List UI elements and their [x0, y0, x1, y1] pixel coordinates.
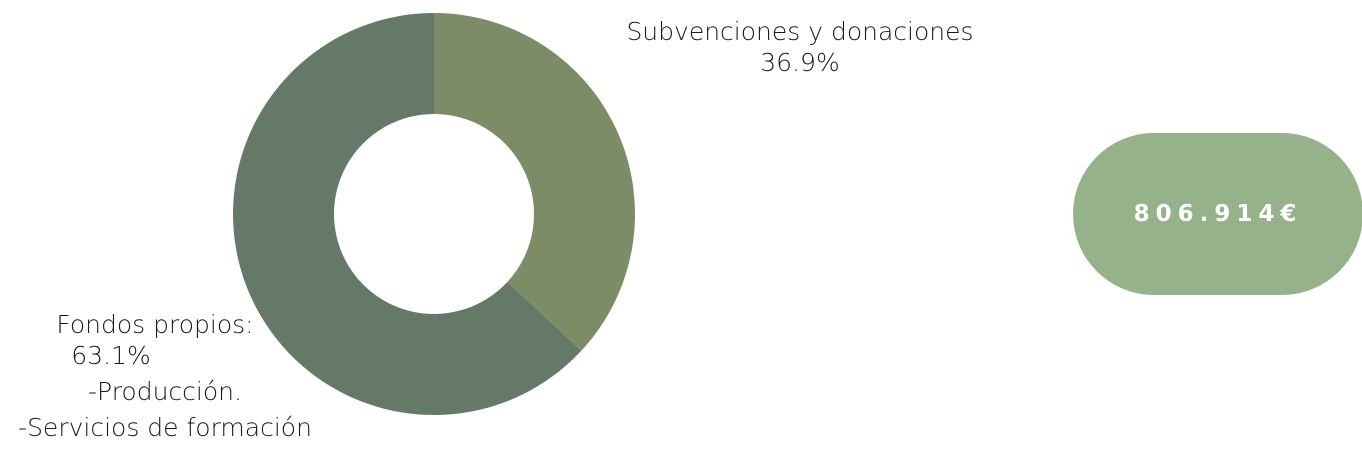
slice-fondos-propios: [232, 13, 582, 415]
slice-label-fondos: Fondos propios:: [56, 310, 254, 339]
slice-value-fondos: 63.1%: [71, 341, 151, 370]
total-value: 806.914€: [1133, 201, 1303, 227]
fondos-detail-produccion: -Producción.: [88, 377, 242, 406]
fondos-detail-formacion: -Servicios de formación: [18, 413, 312, 442]
label-fondos-propios: Fondos propios: 63.1% -Producción. -Serv…: [0, 309, 312, 443]
slice-subvenciones: [434, 13, 636, 351]
label-subvenciones: Subvenciones y donaciones 36.9%: [598, 16, 1002, 78]
total-badge: 806.914€: [1073, 133, 1362, 295]
slice-label-subvenciones: Subvenciones y donaciones: [626, 17, 974, 46]
slice-value-subvenciones: 36.9%: [760, 48, 840, 77]
